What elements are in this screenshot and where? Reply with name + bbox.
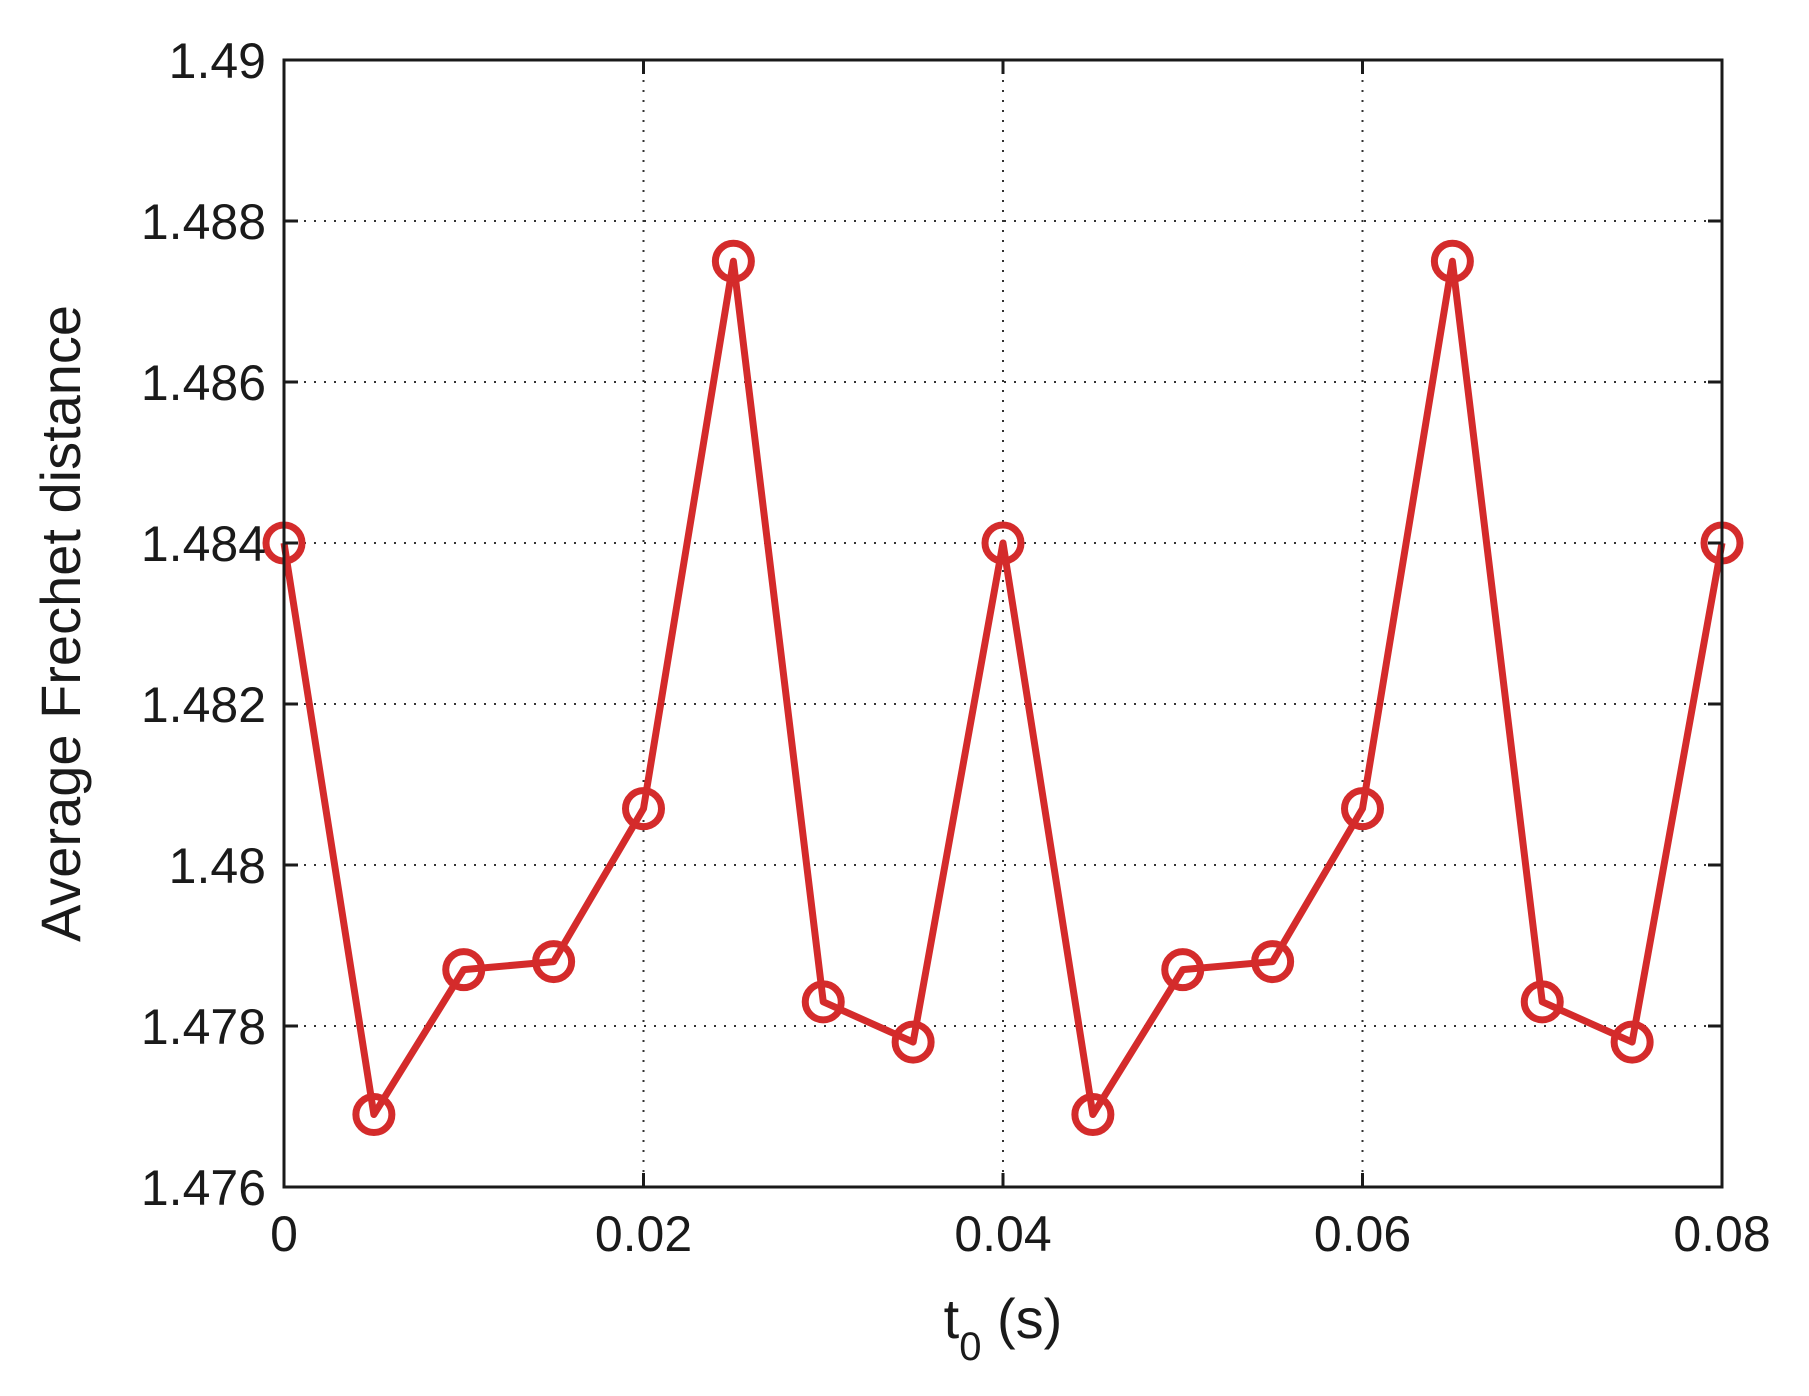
- plot-frame: [282, 58, 1724, 1189]
- y-tick-label: 1.476: [141, 1160, 266, 1216]
- data-point-marker: [1341, 787, 1384, 831]
- data-point-marker: [1161, 948, 1205, 992]
- x-tick-label: 0.08: [1673, 1206, 1770, 1262]
- y-axis-label: Average Frechet distance: [29, 305, 92, 942]
- y-tick-label: 1.486: [141, 355, 266, 411]
- y-tick-label: 1.484: [141, 516, 266, 572]
- data-point-marker: [352, 1093, 396, 1137]
- data-point-marker: [532, 940, 576, 984]
- grid-lines: [284, 60, 1722, 1187]
- x-axis-label-unit: (s): [981, 1287, 1062, 1350]
- x-axis-label-subscript: 0: [959, 1325, 981, 1369]
- y-tick-label: 1.482: [141, 677, 266, 733]
- y-tick-label: 1.488: [141, 194, 266, 250]
- data-point-marker: [891, 1020, 935, 1064]
- x-tick-label: 0: [270, 1206, 298, 1262]
- data-point-marker: [1610, 1020, 1654, 1064]
- axis-labels: t0 (s) Average Frechet distance: [29, 305, 1062, 1369]
- data-point-marker: [1430, 239, 1474, 283]
- x-axis-label-main: t: [944, 1287, 960, 1350]
- x-tick-label: 0.06: [1314, 1206, 1411, 1262]
- data-point-marker: [1251, 940, 1295, 984]
- series-layer: [262, 239, 1744, 1137]
- y-tick-label: 1.48: [169, 838, 266, 894]
- x-tick-label: 0.04: [954, 1206, 1051, 1262]
- series-line: [280, 257, 1726, 1119]
- data-point-marker: [801, 980, 845, 1024]
- data-point-marker: [622, 787, 665, 831]
- data-point-marker: [442, 948, 486, 992]
- data-point-marker: [981, 521, 1025, 565]
- x-axis-label: t0 (s): [944, 1287, 1063, 1369]
- data-point-marker: [1520, 980, 1564, 1024]
- data-point-marker: [711, 239, 755, 283]
- y-tick-label: 1.49: [169, 33, 266, 89]
- axis-ticks: 0 0.02 0.04 0.06 0.08 1.476 1.478 1.48 1.482 1.48…: [141, 33, 1771, 1262]
- x-tick-label: 0.02: [595, 1206, 692, 1262]
- y-tick-label: 1.478: [141, 999, 266, 1055]
- data-point-marker: [1071, 1093, 1115, 1137]
